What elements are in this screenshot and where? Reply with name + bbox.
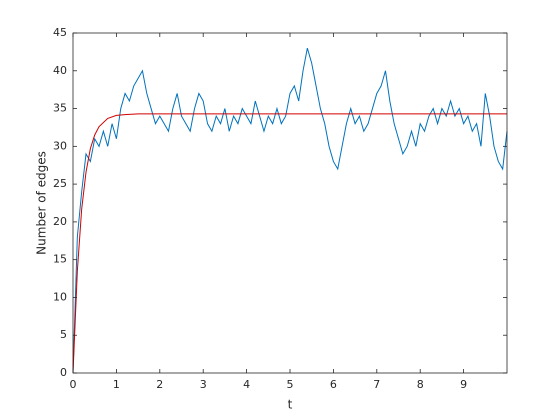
x-tick-label: 9 xyxy=(460,378,467,391)
plot-area xyxy=(73,33,507,373)
x-tick-label: 7 xyxy=(373,378,380,391)
y-tick-label: 10 xyxy=(53,290,67,303)
y-tick-label: 15 xyxy=(53,253,67,266)
y-tick-label: 0 xyxy=(60,366,67,379)
series-line xyxy=(72,113,507,374)
y-tick-label: 25 xyxy=(53,177,67,190)
y-tick-label: 45 xyxy=(53,26,67,39)
y-tick-label: 20 xyxy=(53,215,67,228)
x-tick-label: 1 xyxy=(113,378,120,391)
x-tick-label: 5 xyxy=(287,378,294,391)
y-tick-label: 35 xyxy=(53,102,67,115)
x-tick-label: 8 xyxy=(417,378,424,391)
x-tick-label: 6 xyxy=(330,378,337,391)
x-axis-label: t xyxy=(288,398,293,412)
x-tick-label: 4 xyxy=(243,378,250,391)
x-tick-label: 2 xyxy=(156,378,163,391)
y-tick-label: 30 xyxy=(53,139,67,152)
x-tick-label: 3 xyxy=(200,378,207,391)
x-tick-label: 0 xyxy=(70,378,77,391)
y-axis-label: Number of edges xyxy=(35,151,49,255)
y-tick-label: 5 xyxy=(60,328,67,341)
y-tick-label: 40 xyxy=(53,64,67,77)
